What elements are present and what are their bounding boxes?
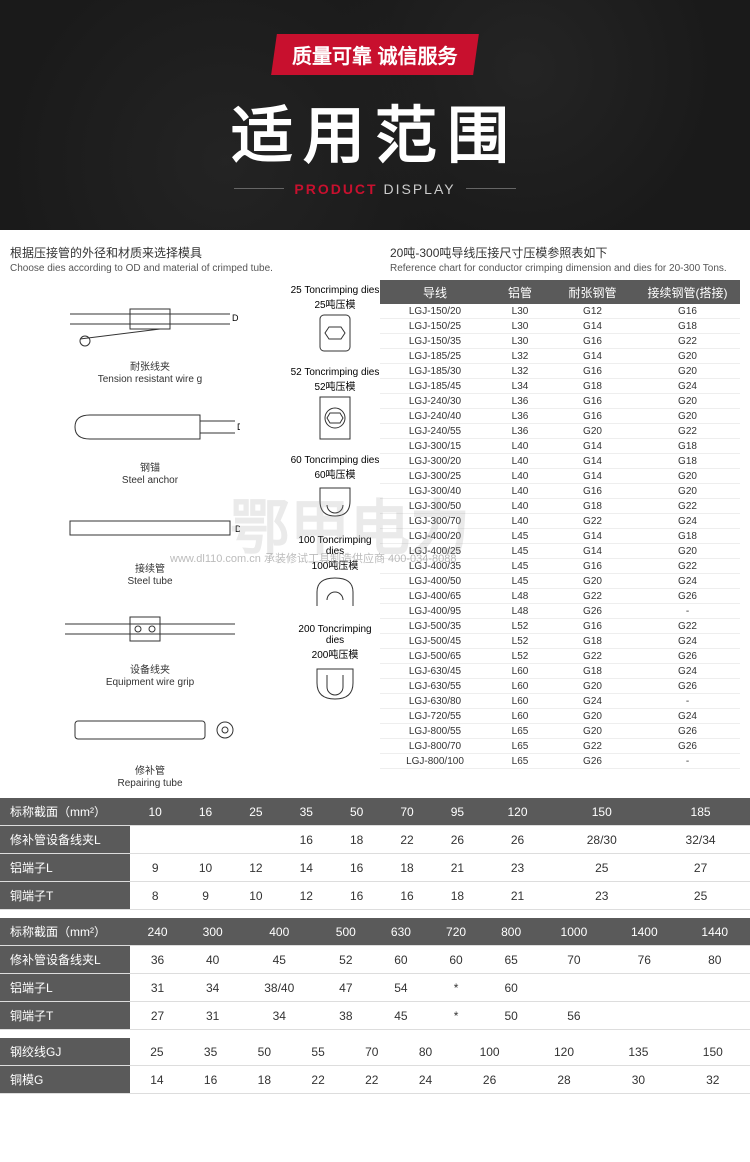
ref-head-alu: 铝管 (490, 284, 550, 301)
spec-row: 铝端子L313438/404754*60 (0, 974, 750, 1002)
ref-head-splice: 接续钢管(搭接) (635, 284, 740, 301)
ref-row: LGJ-300/15L40G14G18 (380, 439, 740, 454)
ref-row: LGJ-240/40L36G16G20 (380, 409, 740, 424)
reference-table: 导线 铝管 耐张钢管 接续钢管(搭接) LGJ-150/20L30G12G16L… (380, 280, 740, 790)
diagram-item: D钢锚Steel anchor (10, 391, 290, 487)
ref-row: LGJ-150/25L30G14G18 (380, 319, 740, 334)
die-item: 100 Toncrimping dies100吨压模 (290, 535, 380, 610)
ref-row: LGJ-400/25L45G14G20 (380, 544, 740, 559)
ref-row: LGJ-500/45L52G18G24 (380, 634, 740, 649)
ref-row: LGJ-400/50L45G20G24 (380, 574, 740, 589)
ref-head-conductor: 导线 (380, 284, 490, 301)
ref-row: LGJ-500/65L52G22G26 (380, 649, 740, 664)
spec-row: 钢绞线GJ253550557080100120135150 (0, 1038, 750, 1066)
spec-row: 铜端子T2731343845*5056 (0, 1002, 750, 1030)
ref-row: LGJ-240/30L36G16G20 (380, 394, 740, 409)
ref-row: LGJ-630/80L60G24- (380, 694, 740, 709)
die-item: 60 Toncrimping dies60吨压模 (290, 455, 380, 521)
quality-badge: 质量可靠 诚信服务 (271, 34, 478, 75)
ref-row: LGJ-630/55L60G20G26 (380, 679, 740, 694)
main-title: 适用范围 (231, 85, 519, 175)
ref-row: LGJ-185/45L34G18G24 (380, 379, 740, 394)
ref-row: LGJ-800/100L65G26- (380, 754, 740, 769)
ref-row: LGJ-300/70L40G22G24 (380, 514, 740, 529)
ref-row: LGJ-240/55L36G20G22 (380, 424, 740, 439)
spec-row: 铝端子L9101214161821232527 (0, 854, 750, 882)
svg-text:D: D (232, 313, 239, 323)
spec-header-row: 标称截面（mm²）2403004005006307208001000140014… (0, 918, 750, 946)
ref-head-tension: 耐张钢管 (550, 284, 635, 301)
diagram-column: D耐张线夹Tension resistant wire gD钢锚Steel an… (10, 280, 290, 790)
spec-row: 铜模G14161822222426283032 (0, 1066, 750, 1094)
svg-text:D: D (235, 524, 240, 534)
spec-table-2: 标称截面（mm²）2403004005006307208001000140014… (0, 918, 750, 1030)
ref-row: LGJ-720/55L60G20G24 (380, 709, 740, 724)
ref-row: LGJ-400/35L45G16G22 (380, 559, 740, 574)
svg-text:D: D (237, 422, 240, 432)
ref-row: LGJ-400/20L45G14G18 (380, 529, 740, 544)
ref-row: LGJ-150/20L30G12G16 (380, 304, 740, 319)
spec-table-1: 标称截面（mm²）10162535507095120150185修补管设备线夹L… (0, 798, 750, 910)
diagram-item: 设备线夹Equipment wire grip (10, 593, 290, 689)
ref-row: LGJ-150/35L30G16G22 (380, 334, 740, 349)
ref-row: LGJ-185/30L32G16G20 (380, 364, 740, 379)
die-item: 25 Toncrimping dies25吨压模 (290, 285, 380, 353)
ref-row: LGJ-300/20L40G14G18 (380, 454, 740, 469)
hero-banner: 质量可靠 诚信服务 适用范围 PRODUCT DISPLAY (0, 0, 750, 230)
intro-labels: 根据压接管的外径和材质来选择模具 Choose dies according t… (0, 230, 750, 280)
diagram-item: D耐张线夹Tension resistant wire g (10, 290, 290, 386)
subtitle: PRODUCT DISPLAY (234, 181, 515, 197)
dies-column: 25 Toncrimping dies25吨压模 52 Toncrimping d… (290, 280, 380, 790)
spec-table-3: 钢绞线GJ253550557080100120135150铜模G14161822… (0, 1038, 750, 1094)
ref-row: LGJ-800/55L65G20G26 (380, 724, 740, 739)
die-item: 52 Toncrimping dies52吨压模 (290, 367, 380, 441)
ref-row: LGJ-300/25L40G14G20 (380, 469, 740, 484)
spec-row: 修补管设备线夹L36404552606065707680 (0, 946, 750, 974)
ref-row: LGJ-185/25L32G14G20 (380, 349, 740, 364)
ref-row: LGJ-300/40L40G16G20 (380, 484, 740, 499)
diagram-item: D接续管Steel tube (10, 492, 290, 588)
ref-row: LGJ-500/35L52G16G22 (380, 619, 740, 634)
ref-row: LGJ-400/65L48G22G26 (380, 589, 740, 604)
ref-row: LGJ-400/95L48G26- (380, 604, 740, 619)
spec-header-row: 标称截面（mm²）10162535507095120150185 (0, 798, 750, 826)
spec-row: 铜端子T891012161618212325 (0, 882, 750, 910)
diagram-item: 修补管Repairing tube (10, 694, 290, 790)
die-item: 200 Toncrimping dies200吨压模 (290, 624, 380, 703)
ref-row: LGJ-300/50L40G18G22 (380, 499, 740, 514)
spec-row: 修补管设备线夹L161822262628/3032/34 (0, 826, 750, 854)
ref-row: LGJ-630/45L60G18G24 (380, 664, 740, 679)
ref-row: LGJ-800/70L65G22G26 (380, 739, 740, 754)
